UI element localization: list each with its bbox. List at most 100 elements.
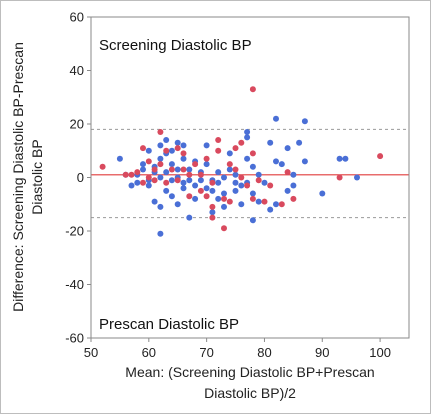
data-point-red	[209, 203, 216, 210]
data-point-red	[203, 155, 210, 162]
data-point-blue	[157, 155, 164, 162]
data-point-blue	[249, 190, 256, 197]
data-point-red	[209, 179, 216, 186]
data-point-blue	[221, 174, 227, 181]
data-point-blue	[180, 179, 187, 186]
data-point-blue	[197, 177, 204, 184]
data-point-blue	[215, 179, 222, 186]
data-point-blue	[209, 209, 216, 216]
data-point-red	[163, 147, 170, 154]
y-tick-label: 0	[77, 170, 84, 185]
data-point-red	[249, 195, 256, 202]
data-point-blue	[284, 145, 291, 152]
data-point-red	[197, 187, 204, 194]
x-tick-label: 60	[142, 345, 156, 360]
data-point-blue	[203, 142, 210, 149]
data-point-blue	[249, 217, 256, 224]
data-point-red	[267, 182, 274, 189]
data-point-red	[249, 150, 256, 157]
data-point-red	[151, 177, 158, 184]
data-point-red	[249, 86, 256, 93]
data-point-red	[232, 166, 239, 173]
x-tick-label: 100	[369, 345, 391, 360]
data-point-red	[221, 225, 227, 232]
data-point-red	[151, 166, 158, 173]
data-point-blue	[157, 174, 164, 181]
data-point-blue	[174, 139, 181, 146]
data-point-blue	[273, 158, 279, 165]
data-point-blue	[140, 166, 146, 173]
data-point-red	[140, 145, 146, 152]
data-point-blue	[168, 161, 175, 168]
data-point-blue	[116, 155, 123, 162]
data-point-red	[180, 166, 187, 173]
data-point-blue	[255, 171, 262, 178]
data-point-red	[140, 179, 146, 186]
y-tick-label: 20	[70, 117, 84, 132]
data-point-blue	[284, 187, 291, 194]
data-point-blue	[290, 182, 297, 189]
data-point-blue	[215, 169, 222, 176]
data-point-blue	[290, 171, 297, 178]
x-tick-label: 50	[84, 345, 98, 360]
data-point-blue	[238, 201, 245, 208]
x-axis-ticks: 50 60 70 80 90 100	[84, 338, 391, 360]
data-point-red	[145, 174, 152, 181]
plot-area	[90, 16, 410, 339]
data-point-red	[174, 177, 181, 184]
data-point-blue	[215, 195, 222, 202]
data-point-blue	[221, 203, 227, 210]
annotation-bottom: Prescan Diastolic BP	[99, 316, 239, 333]
y-axis-title-line-1: Difference: Screening Diastolic BP-Presc…	[10, 42, 26, 312]
data-point-blue	[180, 142, 187, 149]
data-point-blue	[134, 179, 141, 186]
data-point-blue	[180, 185, 187, 192]
data-point-red	[163, 179, 170, 186]
data-point-blue	[354, 174, 360, 181]
y-tick-label: 40	[70, 63, 84, 78]
data-point-blue	[186, 177, 193, 184]
data-point-red	[215, 147, 222, 154]
data-point-blue	[255, 198, 262, 205]
y-tick-label: 60	[70, 10, 84, 25]
data-point-blue	[186, 214, 193, 221]
data-point-red	[290, 195, 297, 202]
y-tick-label: -20	[65, 224, 84, 239]
data-point-blue	[151, 198, 158, 205]
data-point-red	[134, 169, 141, 176]
y-tick-label: -40	[65, 277, 84, 292]
data-point-red	[197, 171, 204, 178]
data-point-blue	[180, 155, 187, 162]
data-point-red	[168, 166, 175, 173]
x-axis-title-line-1: Mean: (Screening Diastolic BP+Prescan	[125, 364, 374, 380]
data-point-blue	[301, 118, 308, 125]
data-point-blue	[186, 166, 193, 173]
data-point-red	[244, 182, 251, 189]
data-point-red	[174, 145, 181, 152]
data-point-red	[145, 158, 152, 165]
data-point-blue	[244, 134, 251, 141]
data-point-red	[157, 161, 164, 168]
data-point-red	[336, 174, 343, 181]
data-point-blue	[273, 201, 279, 208]
data-point-red	[128, 171, 135, 178]
data-point-blue	[192, 182, 199, 189]
data-point-blue	[209, 187, 216, 194]
data-point-blue	[168, 147, 175, 154]
data-point-blue	[203, 161, 210, 168]
data-point-red	[255, 177, 262, 184]
data-point-blue	[163, 169, 170, 176]
data-point-blue	[140, 161, 146, 168]
data-point-blue	[261, 179, 268, 186]
data-point-blue	[319, 190, 326, 197]
data-point-red	[238, 139, 245, 146]
data-point-blue	[168, 193, 175, 200]
data-point-blue	[226, 166, 233, 173]
data-point-blue	[174, 201, 181, 208]
data-point-blue	[203, 185, 210, 192]
data-point-blue	[145, 182, 152, 189]
data-point-red	[221, 195, 227, 202]
data-point-red	[284, 169, 291, 176]
data-point-red	[186, 171, 193, 178]
